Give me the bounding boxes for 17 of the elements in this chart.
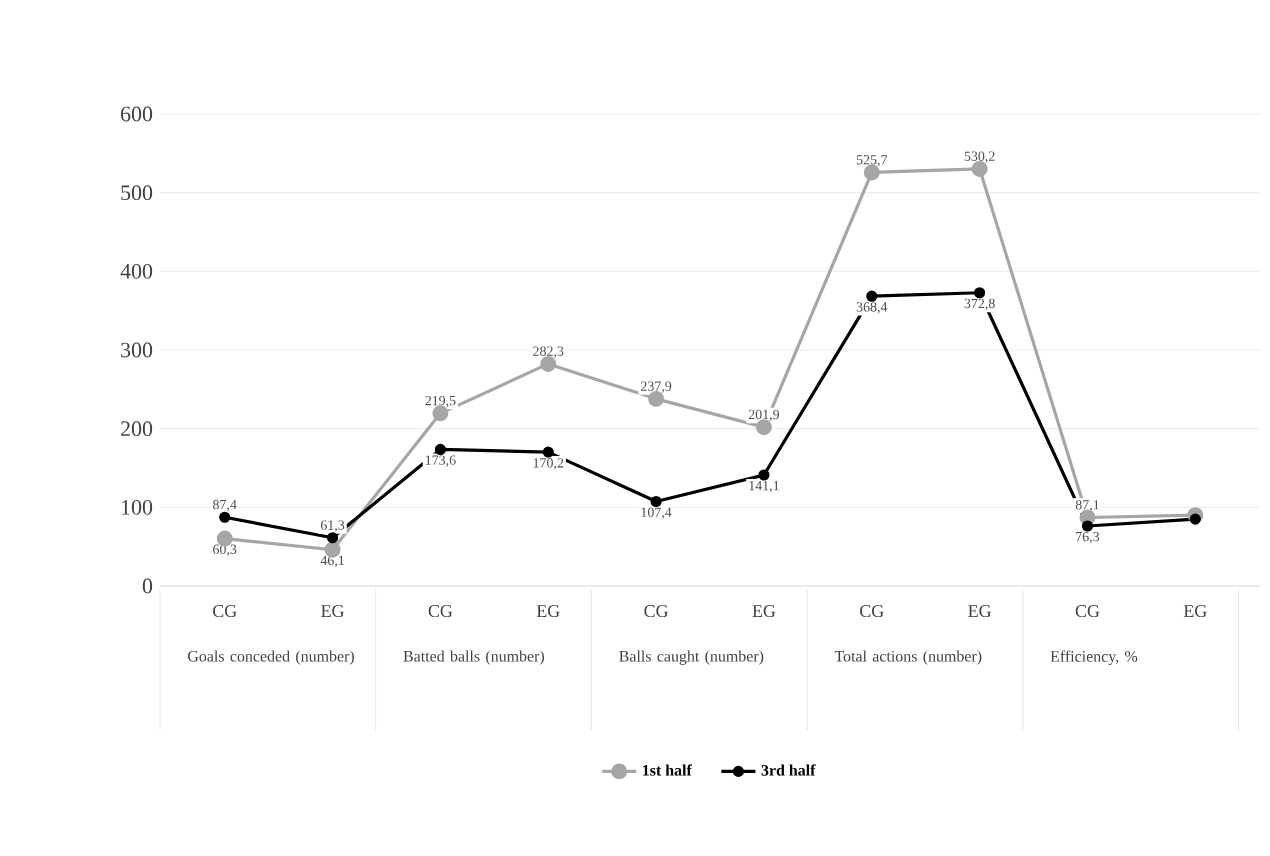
y-tick-label: 100 <box>122 499 153 515</box>
x-tick-label: EG <box>1183 605 1207 618</box>
x-tick-label: CG <box>860 605 884 618</box>
y-tick-label: 300 <box>121 342 153 358</box>
y-tick-label: 400 <box>120 263 153 279</box>
x-tick-label: EG <box>752 605 776 618</box>
x-tick-label: CG <box>428 605 453 618</box>
y-tick-label: 0 <box>142 578 153 594</box>
x-tick-label: EG <box>321 605 344 618</box>
x-tick-label: CG <box>644 605 669 618</box>
x-tick-label: EG <box>968 605 992 618</box>
x-tick-label: EG <box>536 605 560 618</box>
x-tick-label: CG <box>213 605 237 618</box>
x-tick-label: CG <box>1075 605 1100 618</box>
y-tick-label: 600 <box>121 106 153 122</box>
y-tick-label: 200 <box>121 421 153 437</box>
y-tick-label: 500 <box>121 185 153 201</box>
